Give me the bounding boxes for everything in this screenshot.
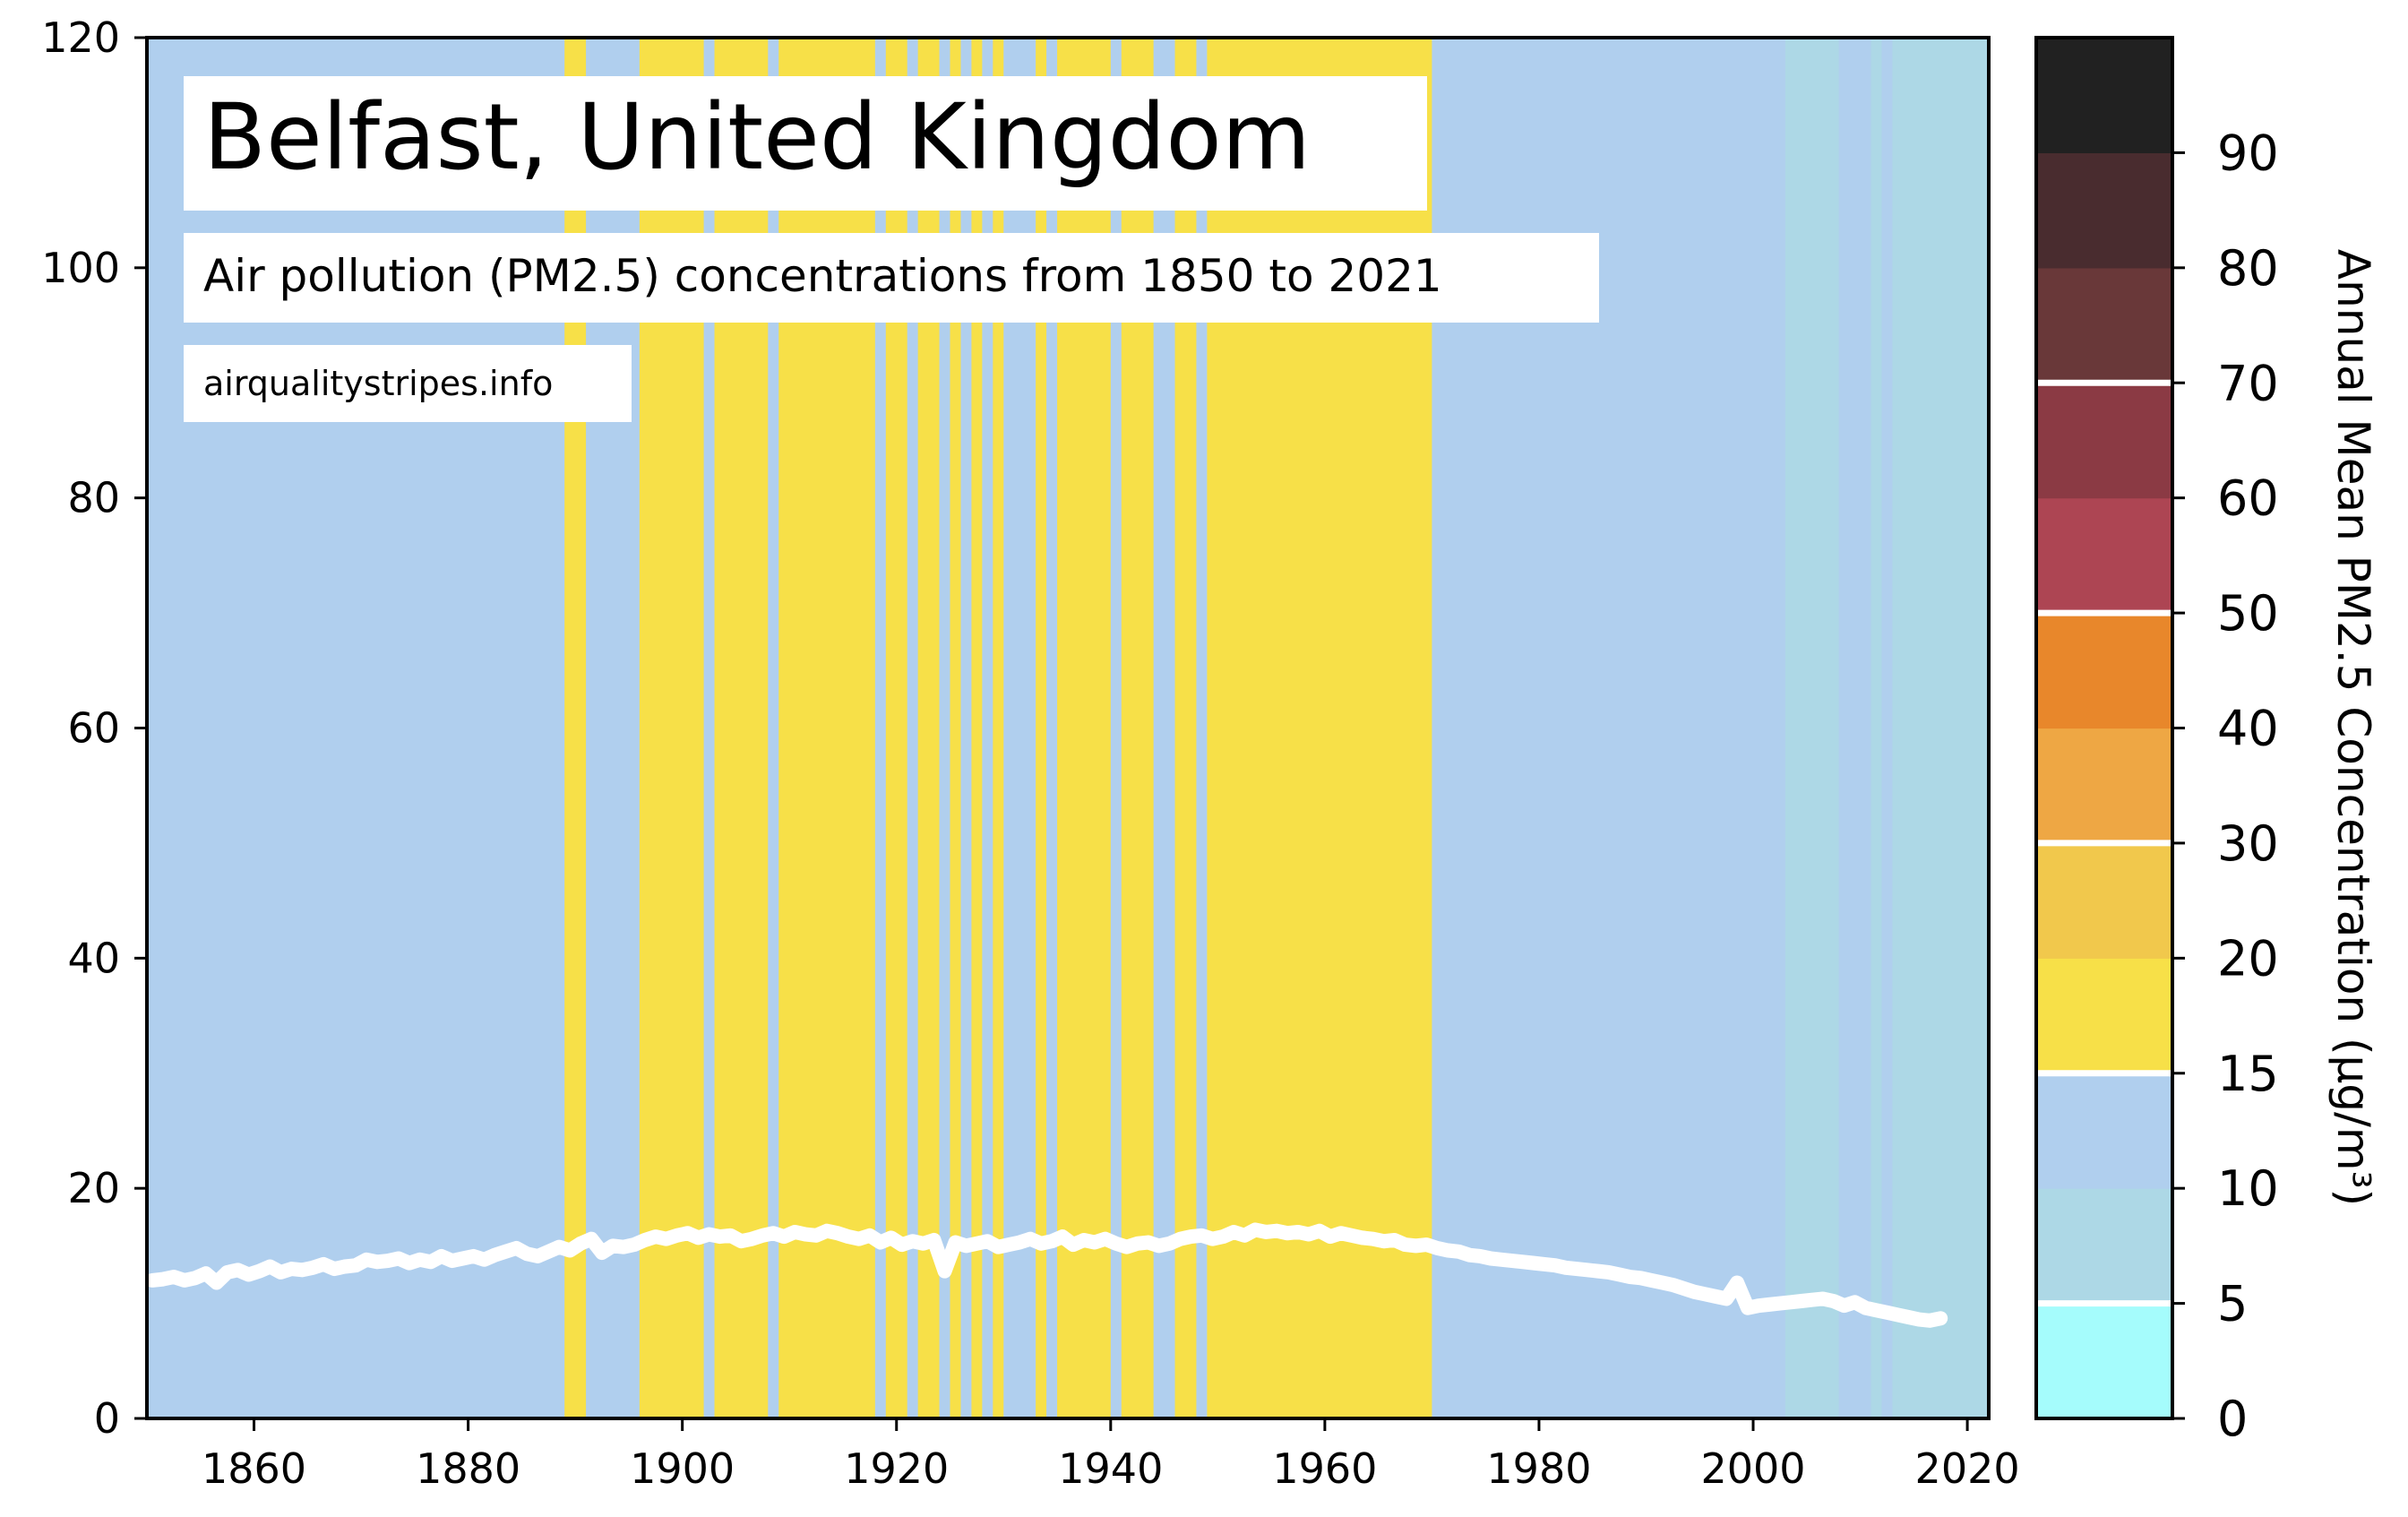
stripe-1918 xyxy=(874,38,887,1418)
subtitle-box: Air pollution (PM2.5) concentrations fro… xyxy=(184,233,1599,323)
y-tick-label-20: 20 xyxy=(67,1164,120,1212)
colorbar-segment-5 xyxy=(2036,1188,2172,1305)
stripe-1928 xyxy=(982,38,993,1418)
colorbar-segment-60 xyxy=(2036,383,2172,499)
pm25-line xyxy=(144,1222,1948,1328)
colorbar-segment-80 xyxy=(2036,152,2172,269)
source-box: airqualitystripes.info xyxy=(184,345,632,422)
stripe-1924 xyxy=(939,38,951,1418)
y-tick-label-80: 80 xyxy=(67,474,120,522)
line-layer xyxy=(144,1222,1948,1328)
colorbar-segment-0 xyxy=(2036,1303,2172,1419)
x-tick-label-1980: 1980 xyxy=(1486,1444,1591,1493)
stripe-2011 xyxy=(1870,38,1883,1418)
colorbar-tick-label-50: 50 xyxy=(2217,585,2279,642)
x-tick-label-1940: 1940 xyxy=(1058,1444,1163,1493)
x-tick-label-1880: 1880 xyxy=(416,1444,520,1493)
source-label: airqualitystripes.info xyxy=(203,364,553,403)
colorbar-segment-90 xyxy=(2036,38,2172,154)
colorbar-segment-50 xyxy=(2036,497,2172,614)
stripe-2003 xyxy=(1784,38,1840,1418)
stripe-1940 xyxy=(1110,38,1122,1418)
stripe-2012 xyxy=(1881,38,1894,1418)
colorbar-tick-label-30: 30 xyxy=(2217,815,2279,872)
stripe-1921 xyxy=(907,38,919,1418)
x-axis: 1860 1880 1900 1920 1940 1960 1980 2000 2020 xyxy=(202,1418,2020,1493)
colorbar-tick-label-60: 60 xyxy=(2217,470,2279,527)
colorbar-segment-40 xyxy=(2036,613,2172,729)
y-tick-label-40: 40 xyxy=(67,934,120,982)
colorbar-ticks: 0 5 10 15 20 30 40 50 60 70 80 90 xyxy=(2172,125,2279,1447)
colorbar-label: Annual Mean PM2.5 Concentration (μg/m³) xyxy=(2327,249,2379,1206)
stripe-1908 xyxy=(768,38,779,1418)
colorbar-tick-label-90: 90 xyxy=(2217,125,2279,181)
colorbar-segment-30 xyxy=(2036,728,2172,844)
colorbar-tick-label-80: 80 xyxy=(2217,240,2279,297)
colorbar-tick-label-40: 40 xyxy=(2217,701,2279,757)
stripe-1925 xyxy=(950,38,962,1418)
y-tick-label-60: 60 xyxy=(67,704,120,753)
colorbar-tick-label-5: 5 xyxy=(2217,1276,2248,1332)
stripe-1927 xyxy=(971,38,983,1418)
colorbar-segment-15 xyxy=(2036,958,2172,1074)
stripe-2008 xyxy=(1838,38,1872,1418)
stripe-1933 xyxy=(1036,38,1047,1418)
colorbar-tick-label-15: 15 xyxy=(2217,1046,2279,1102)
x-tick-label-2020: 2020 xyxy=(1915,1444,2020,1493)
stripe-2013 xyxy=(1892,38,1990,1418)
colorbar-tick-label-20: 20 xyxy=(2217,930,2279,987)
chart-title: Belfast, United Kingdom xyxy=(203,84,1311,191)
stripe-1902 xyxy=(703,38,716,1418)
stripe-1926 xyxy=(960,38,973,1418)
colorbar-tick-label-10: 10 xyxy=(2217,1160,2279,1217)
colorbar-segment-70 xyxy=(2036,267,2172,384)
y-tick-label-120: 120 xyxy=(41,13,120,62)
stripe-1948 xyxy=(1196,38,1208,1418)
stripe-1934 xyxy=(1046,38,1058,1418)
x-tick-label-1900: 1900 xyxy=(630,1444,735,1493)
y-tick-label-0: 0 xyxy=(94,1394,120,1443)
colorbar xyxy=(2036,38,2172,1419)
title-box: Belfast, United Kingdom xyxy=(184,76,1427,211)
colorbar-tick-label-0: 0 xyxy=(2217,1391,2248,1447)
x-tick-label-1960: 1960 xyxy=(1272,1444,1377,1493)
colorbar-segment-10 xyxy=(2036,1073,2172,1189)
x-tick-label-1920: 1920 xyxy=(844,1444,949,1493)
y-axis: 0 20 40 60 80 100 120 xyxy=(41,13,147,1443)
x-tick-label-1860: 1860 xyxy=(202,1444,306,1493)
y-tick-label-100: 100 xyxy=(41,244,120,292)
stripe-1929 xyxy=(993,38,1004,1418)
chart-subtitle: Air pollution (PM2.5) concentrations fro… xyxy=(203,250,1442,302)
colorbar-segment-20 xyxy=(2036,842,2172,959)
colorbar-tick-label-70: 70 xyxy=(2217,355,2279,411)
x-tick-label-2000: 2000 xyxy=(1700,1444,1805,1493)
